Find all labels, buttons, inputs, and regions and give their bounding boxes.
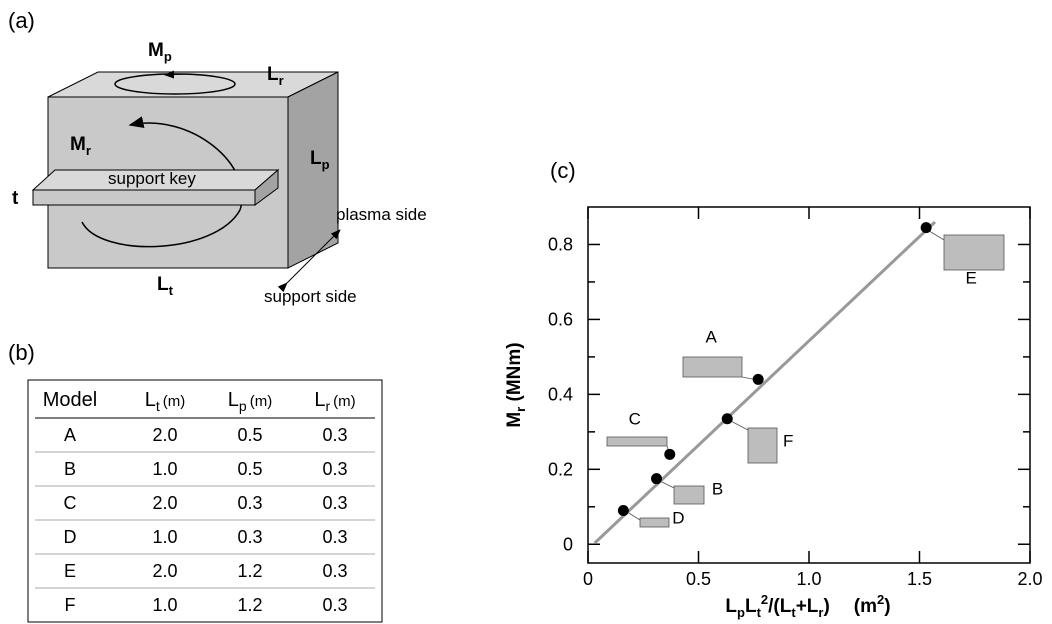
header-sub: r xyxy=(325,398,330,414)
y-tick-label: 0.2 xyxy=(548,459,573,479)
block xyxy=(31,70,341,293)
panel-label: (a) xyxy=(8,8,35,33)
t-label: t xyxy=(12,188,19,209)
table-cell: C xyxy=(64,493,77,513)
table-cell: 0.3 xyxy=(322,425,347,445)
table-cell: 1.2 xyxy=(237,561,262,581)
header-symbol: L xyxy=(145,389,156,411)
point xyxy=(617,505,629,517)
table-cell: 0.5 xyxy=(237,459,262,479)
x-axis-label: LpLt2/(Lt+Lr) (m2) xyxy=(725,592,890,620)
shape-icons xyxy=(606,228,1005,528)
header-unit: (m) xyxy=(163,393,186,410)
y-axis-label: Mr (MNm) xyxy=(504,342,528,427)
table: Model Lt (m) Lp (m) Lr (m)A 2.0 0.5 0.3B 1.0 0.5 0.3… xyxy=(27,379,383,623)
point xyxy=(721,413,733,425)
point-label: A xyxy=(705,327,717,346)
table-header: Model xyxy=(43,389,97,411)
table-cell: B xyxy=(64,459,76,479)
table-cell: D xyxy=(64,527,77,547)
table-cell: 2.0 xyxy=(152,493,177,513)
y-tick-label: 0 xyxy=(563,534,573,554)
table-cell: 0.3 xyxy=(322,595,347,615)
point-label: C xyxy=(629,409,641,428)
panel-label: (b) xyxy=(8,340,35,365)
table-cell: 0.3 xyxy=(237,493,262,513)
point xyxy=(651,473,663,485)
table-cell: 0.5 xyxy=(237,425,262,445)
table-cell: 1.0 xyxy=(152,595,177,615)
y-tick-label: 0.8 xyxy=(548,234,573,254)
table-cell: F xyxy=(65,595,76,615)
lp-label: Lp xyxy=(310,148,330,172)
support-label: support side xyxy=(264,287,357,306)
panel-label: (c) xyxy=(550,158,576,183)
header-unit: (m) xyxy=(250,393,273,410)
table-cell: 2.0 xyxy=(152,425,177,445)
mr-label: Mr xyxy=(70,134,91,158)
table-cell: E xyxy=(64,561,76,581)
point-label: D xyxy=(672,509,684,528)
point-label: F xyxy=(783,432,793,451)
table-cell: 0.3 xyxy=(322,527,347,547)
header-sub: p xyxy=(239,398,247,414)
header-symbol: L xyxy=(314,389,325,411)
x-tick-label: 2.0 xyxy=(1017,569,1042,589)
x-tick-label: 1.5 xyxy=(907,569,932,589)
y-tick-label: 0.6 xyxy=(548,309,573,329)
point xyxy=(664,448,676,460)
x-tick-label: 0.5 xyxy=(686,569,711,589)
table-cell: 1.0 xyxy=(152,459,177,479)
table-header: Lt (m) xyxy=(145,389,186,414)
header-sub: t xyxy=(156,398,160,414)
header-symbol: L xyxy=(228,389,239,411)
table-cell: 0.3 xyxy=(322,493,347,513)
point xyxy=(920,222,932,234)
table-header: Lr (m) xyxy=(314,389,355,414)
table-cell: 0.3 xyxy=(237,527,262,547)
table-cell: A xyxy=(64,425,76,445)
point-label: E xyxy=(965,269,976,288)
lt-label: Lt xyxy=(157,274,174,298)
point-label: B xyxy=(712,480,723,499)
table-cell: 0.3 xyxy=(322,561,347,581)
lr-label: Lr xyxy=(267,64,284,88)
mp-label: Mp xyxy=(148,40,172,64)
table-cell: 0.3 xyxy=(322,459,347,479)
header-unit: (m) xyxy=(333,393,356,410)
table-header: Lp (m) xyxy=(228,389,272,414)
table-cell: 1.2 xyxy=(237,595,262,615)
table-cell: 1.0 xyxy=(152,527,177,547)
x-tick-label: 0 xyxy=(583,569,593,589)
point xyxy=(752,373,764,385)
table-cell: 2.0 xyxy=(152,561,177,581)
x-tick-label: 1.0 xyxy=(796,569,821,589)
key-label: support key xyxy=(108,169,196,188)
y-tick-label: 0.4 xyxy=(548,384,573,404)
fit-line xyxy=(593,220,936,545)
plasma-label: plasma side xyxy=(336,205,427,224)
